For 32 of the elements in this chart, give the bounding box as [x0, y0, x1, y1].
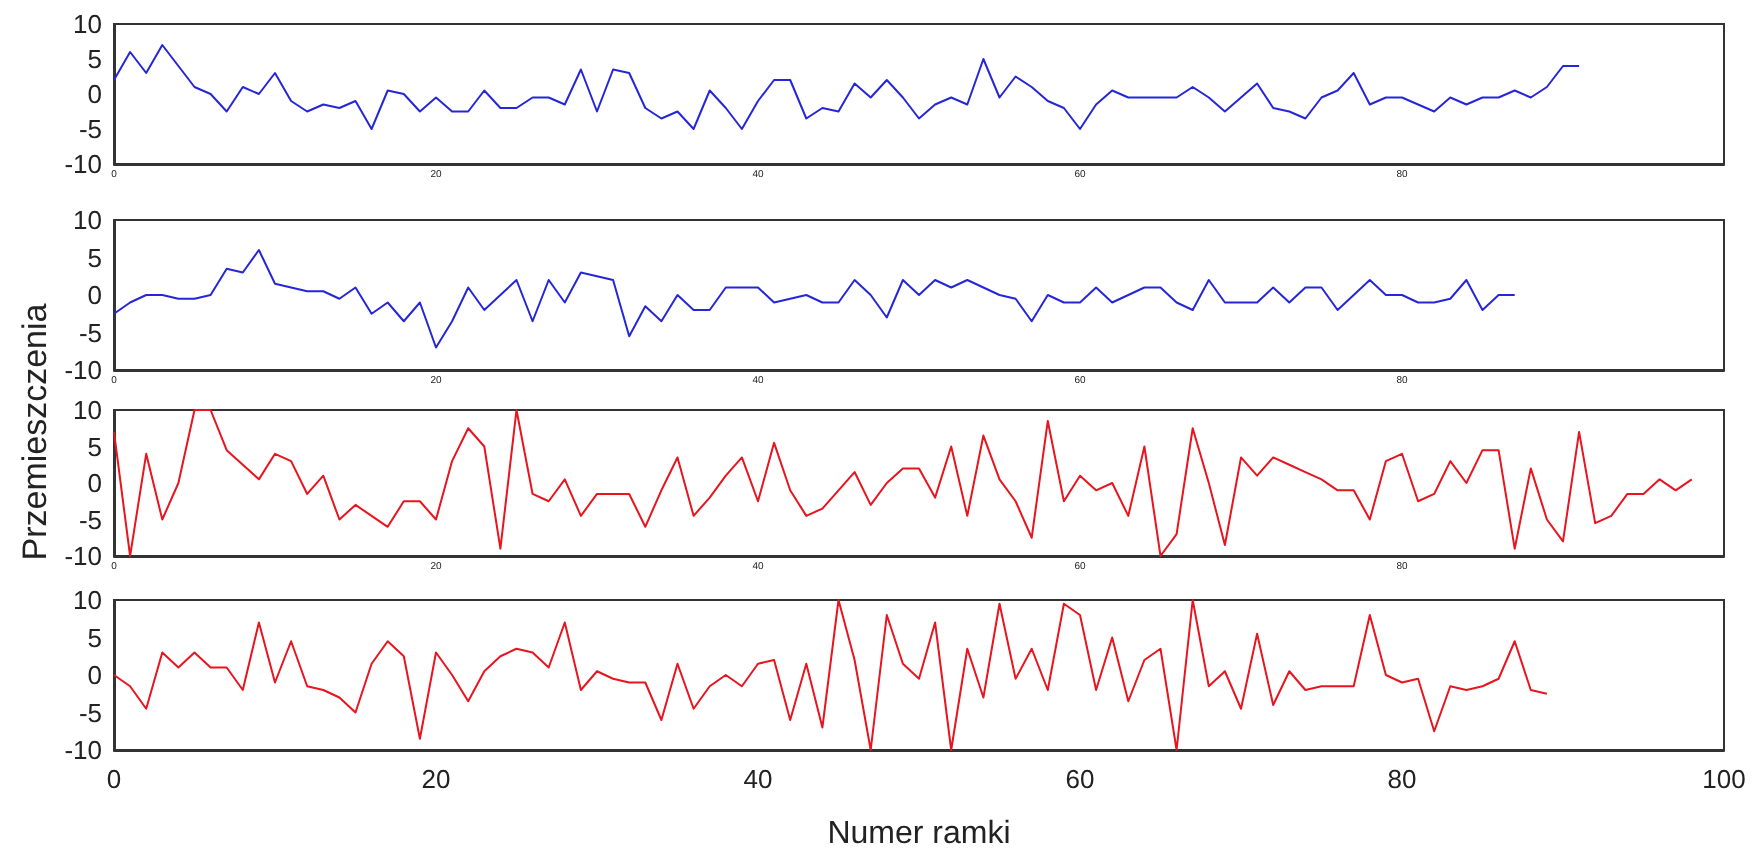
y-tick-label: -10: [64, 541, 102, 571]
y-tick-label: 0: [87, 468, 102, 498]
y-tick-label: 5: [87, 622, 102, 653]
y-tick-label: -5: [78, 114, 102, 144]
y-tick-label: 10: [73, 9, 102, 39]
y-tick-label: -10: [64, 735, 102, 765]
y-tick-label: 5: [87, 242, 102, 273]
x-tick-label: 20: [421, 764, 451, 794]
y-tick-label: -5: [78, 504, 102, 535]
line-series: [113, 599, 1548, 751]
x-tick-label: 100: [1702, 764, 1746, 794]
y-tick-label: -5: [78, 317, 102, 348]
y-axis-title: Przemieszczenia: [16, 303, 56, 561]
y-tick-label: -10: [64, 355, 102, 385]
x-tick-label: 60: [1065, 764, 1095, 794]
y-tick-label: 0: [87, 79, 102, 109]
line-series: [113, 44, 1581, 130]
y-tick-label: -5: [78, 697, 102, 728]
y-tick-label: 0: [87, 660, 102, 690]
x-tick-label: 80: [1387, 764, 1417, 794]
x-tick-label: 0: [106, 764, 122, 794]
x-tick-label: 40: [743, 764, 773, 794]
line-series: [113, 249, 1516, 349]
y-tick-label: 5: [87, 44, 102, 74]
line-series: [113, 409, 1693, 557]
x-axis-title: Numer ramki: [827, 817, 1011, 851]
y-tick-label: 0: [87, 280, 102, 310]
y-tick-label: 10: [73, 205, 102, 235]
y-tick-label: -10: [64, 149, 102, 179]
y-tick-label: 10: [73, 585, 102, 615]
y-tick-label: 5: [87, 431, 102, 462]
y-tick-label: 10: [73, 395, 102, 425]
